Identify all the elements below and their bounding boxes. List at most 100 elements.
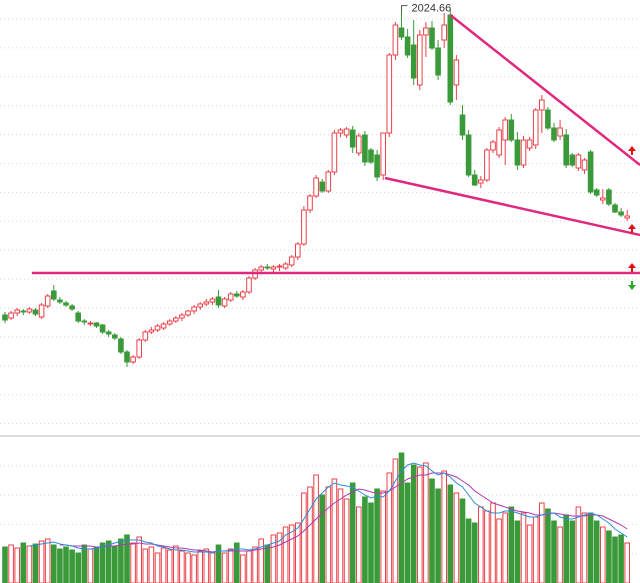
volume-bar: [32, 543, 39, 583]
candle-body: [227, 293, 234, 301]
volume-bar: [484, 510, 490, 583]
volume-bar: [14, 547, 20, 583]
candle-body: [264, 266, 271, 269]
candle-body: [514, 139, 521, 166]
volume-bar: [606, 530, 612, 583]
candle: [57, 297, 63, 304]
candle-body: [569, 154, 576, 166]
candle-body: [26, 308, 33, 313]
candle-body: [14, 309, 20, 314]
candle-body: [160, 323, 167, 329]
candle-body: [612, 204, 618, 213]
candle: [471, 170, 478, 186]
volume-bar: [374, 488, 380, 583]
volume-bar: [331, 478, 338, 583]
candle-body: [490, 141, 496, 151]
candle-body: [288, 256, 295, 266]
candle: [569, 153, 576, 167]
candle-body: [8, 312, 14, 319]
volume-bar: [38, 540, 45, 583]
candle: [185, 310, 191, 317]
candle-body: [124, 351, 130, 363]
candle: [276, 264, 283, 271]
candle-body: [563, 134, 570, 166]
candle: [319, 179, 325, 193]
candle: [423, 22, 429, 57]
candle: [520, 136, 527, 168]
peak-marker: [401, 5, 408, 12]
down-arrow: [628, 281, 636, 290]
candle: [459, 105, 466, 140]
candle-body: [356, 135, 362, 154]
candle: [282, 262, 289, 270]
candle-body: [313, 177, 319, 197]
candle-body: [148, 329, 155, 333]
volume-bar: [563, 514, 570, 583]
candle: [87, 321, 94, 326]
candle-body: [87, 322, 94, 325]
candle-body: [410, 44, 417, 79]
candle-body: [404, 36, 411, 56]
volume-bar: [307, 486, 313, 583]
volume-bar: [282, 526, 289, 583]
volume-bar: [490, 502, 496, 583]
candle: [331, 130, 338, 175]
candle-body: [465, 134, 472, 176]
candle-body: [142, 331, 149, 341]
candle-body: [118, 338, 124, 353]
candle-body: [581, 159, 588, 171]
volume-bar: [429, 478, 435, 583]
volume-bar: [240, 554, 246, 583]
volume-bar: [441, 470, 447, 583]
candle: [221, 297, 228, 308]
volume-bar: [51, 544, 57, 583]
candle-body: [423, 27, 429, 36]
candle-body: [185, 310, 191, 316]
candle-body: [337, 129, 344, 134]
candle-body: [398, 27, 405, 38]
candle-body: [240, 291, 246, 298]
volume-bar: [215, 544, 222, 583]
volume-bar: [520, 512, 527, 583]
candle: [81, 319, 88, 325]
volume-bar: [136, 536, 142, 583]
volume-bar: [246, 550, 252, 583]
volume-bar: [593, 520, 600, 583]
volume-bar: [185, 552, 191, 583]
candle-body: [593, 189, 600, 196]
candle-body: [520, 139, 527, 166]
volume-bar: [221, 552, 228, 583]
candle: [179, 313, 185, 321]
volume-bar: [270, 534, 277, 583]
candle-body: [587, 151, 594, 193]
candle-body: [295, 243, 301, 258]
candle: [465, 130, 472, 177]
candle: [606, 188, 612, 206]
volume-bar: [447, 484, 454, 583]
candle-body: [343, 128, 350, 136]
candle: [587, 150, 594, 194]
candle-body: [63, 302, 69, 306]
candle: [270, 265, 277, 272]
volume-bar: [179, 550, 185, 583]
candle-body: [209, 298, 216, 303]
candle-body: [362, 134, 368, 163]
candle: [307, 194, 313, 213]
candle-body: [69, 305, 75, 310]
candle-body: [447, 14, 454, 103]
volume-bar: [423, 462, 429, 583]
candle: [99, 324, 106, 334]
volume-bar: [295, 522, 301, 583]
volume-bar: [532, 516, 539, 583]
candle-body: [75, 312, 82, 322]
candle: [75, 311, 82, 323]
candle: [490, 140, 496, 153]
volume-bar: [173, 545, 179, 583]
candle: [581, 158, 588, 174]
candle: [624, 210, 631, 221]
candle: [404, 29, 411, 58]
candle-body: [191, 306, 197, 312]
candle: [173, 316, 179, 323]
candle: [429, 21, 435, 50]
volume-bar: [508, 506, 515, 583]
